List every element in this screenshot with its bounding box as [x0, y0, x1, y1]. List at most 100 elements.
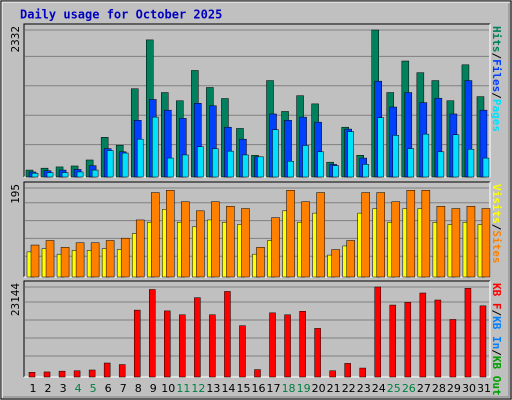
bar [181, 201, 190, 278]
bar [346, 240, 355, 278]
bar [316, 192, 325, 278]
bar [344, 363, 351, 378]
bar [329, 370, 336, 378]
bar [422, 133, 430, 178]
bar [75, 242, 85, 278]
x-tick-label: 15 [236, 382, 250, 395]
bar [91, 169, 99, 178]
bar [28, 372, 36, 378]
x-tick-label: 30 [462, 382, 476, 395]
bar [166, 190, 175, 278]
bar [179, 314, 186, 378]
bar [299, 311, 306, 378]
bar [136, 138, 144, 178]
bar [404, 302, 412, 378]
bar [135, 219, 145, 278]
x-tick-label: 26 [402, 382, 416, 395]
bar [464, 288, 472, 378]
bar [271, 217, 280, 278]
legend-separator: / [490, 92, 503, 99]
legend-separator: / [490, 310, 503, 317]
bar [226, 206, 235, 278]
y-max-label: 195 [9, 184, 22, 204]
bar [194, 297, 201, 378]
x-tick-label: 20 [312, 382, 326, 395]
x-tick-label: 5 [90, 382, 97, 395]
bar [88, 369, 96, 378]
bar [376, 192, 385, 278]
x-tick-label: 11 [176, 382, 190, 395]
bar [76, 171, 84, 178]
bar [182, 154, 189, 178]
bar [224, 291, 231, 378]
x-tick-label: 14 [221, 382, 235, 395]
bar [103, 362, 111, 378]
bar [407, 148, 415, 178]
bar [332, 165, 339, 178]
bar [377, 117, 384, 178]
legend-entry: Hits [490, 26, 503, 53]
bevel-dark [3, 3, 510, 398]
x-tick-label: 4 [75, 382, 82, 395]
bar [347, 131, 354, 178]
bar [197, 146, 204, 178]
bar [212, 148, 219, 178]
bar [269, 312, 276, 378]
legend: KB F/KB In/KB Out [490, 283, 503, 396]
x-tick-label: 31 [477, 382, 491, 395]
bar [451, 208, 461, 278]
bar [286, 190, 295, 278]
x-tick-label: 9 [150, 382, 157, 395]
bar [31, 172, 39, 178]
bar [421, 190, 431, 278]
y-max-label: 2332 [9, 26, 22, 53]
bar [73, 370, 81, 378]
bar [284, 314, 291, 378]
panel [24, 281, 490, 377]
x-tick-label: 3 [60, 382, 67, 395]
x-tick-label: 17 [267, 382, 281, 395]
x-tick-label: 19 [297, 382, 311, 395]
bar [118, 364, 126, 378]
legend-entry: Visits [490, 184, 503, 224]
bar [105, 240, 115, 278]
bar [120, 237, 130, 278]
bar [467, 149, 475, 178]
bar [287, 160, 294, 178]
bar [254, 369, 261, 378]
y-max-label: 23144 [9, 283, 22, 316]
bar [392, 135, 400, 178]
bar [301, 201, 310, 278]
bar [362, 164, 369, 178]
bar [272, 129, 279, 178]
legend: Hits/Files/Pages [490, 26, 503, 132]
bar [121, 152, 129, 178]
bar [106, 150, 114, 178]
x-tick-label: 24 [372, 382, 386, 395]
bar [43, 371, 51, 378]
bar [481, 208, 491, 278]
panel-bevel-dark [23, 23, 490, 177]
bar [436, 206, 446, 278]
legend-entry: Files [490, 59, 503, 92]
bar [434, 299, 442, 378]
x-tick-label: 16 [252, 382, 266, 395]
bar [152, 116, 159, 178]
bar [90, 242, 100, 278]
x-tick-label: 6 [105, 382, 112, 395]
bar [302, 145, 309, 178]
x-tick-label: 28 [432, 382, 446, 395]
bar [61, 172, 69, 178]
bar [331, 249, 340, 278]
x-tick-label: 1 [30, 382, 37, 395]
bar [419, 292, 427, 378]
bar [167, 157, 174, 178]
x-tick-label: 12 [191, 382, 205, 395]
panel-bevel-dark [23, 181, 490, 277]
bar [437, 151, 445, 178]
bar [359, 367, 366, 378]
bar [389, 304, 397, 378]
